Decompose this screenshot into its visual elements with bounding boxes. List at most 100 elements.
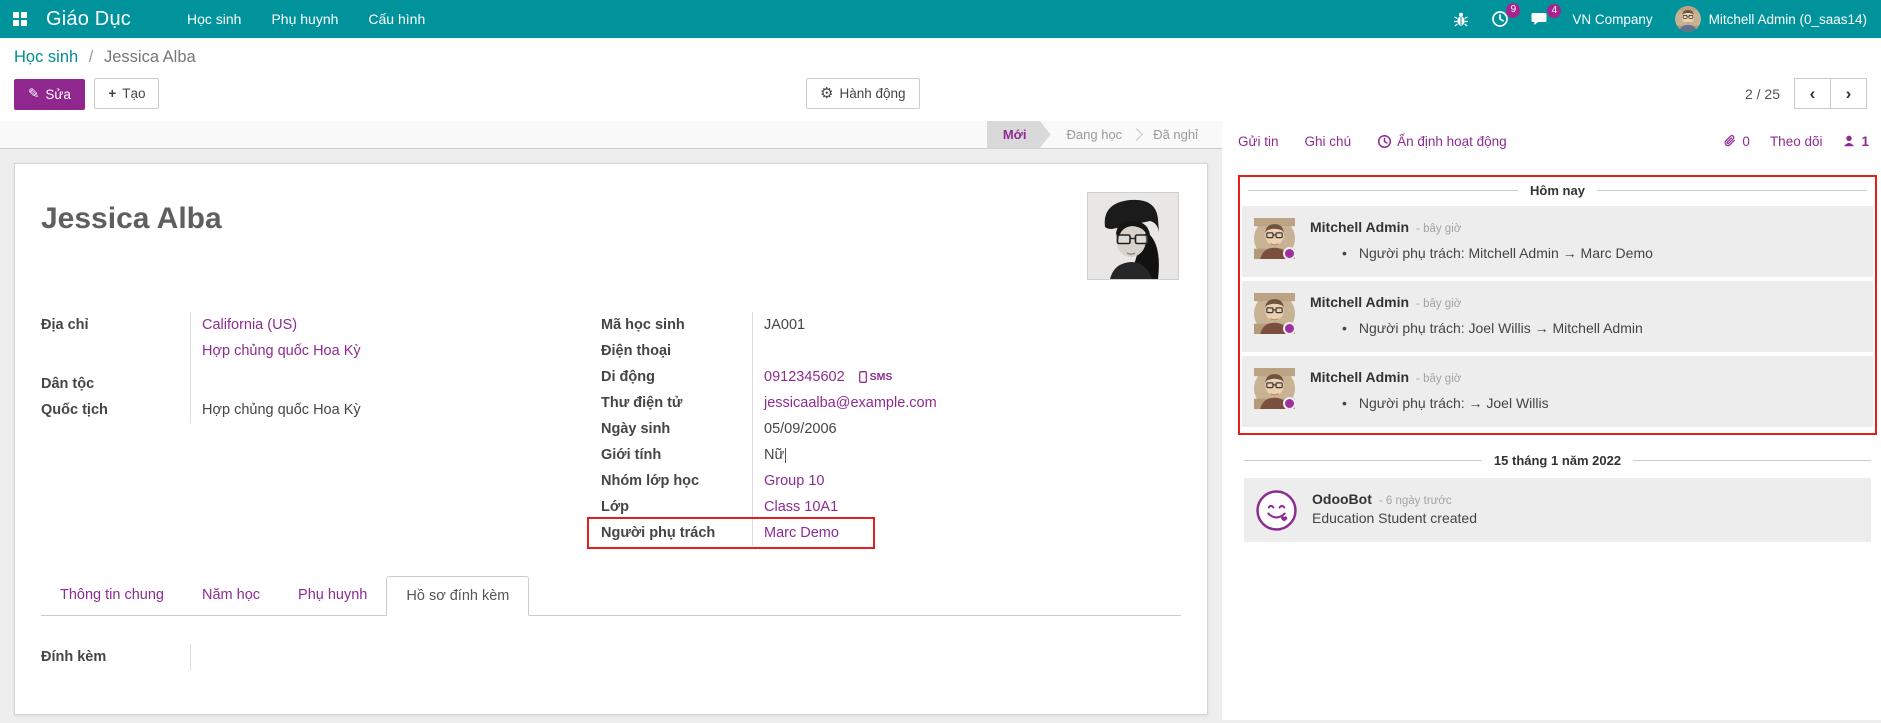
breadcrumb-parent[interactable]: Học sinh — [14, 48, 79, 66]
button-row: ✎ Sửa + Tạo ⚙ Hành động 2 / 25 ‹ › — [14, 78, 1867, 110]
chatter-toolbar: Gửi tin Ghi chú Ấn định hoạt động 0 Theo… — [1238, 127, 1877, 155]
field-label: Mã học sinh — [601, 312, 753, 338]
pencil-icon: ✎ — [28, 86, 40, 101]
menu-students[interactable]: Học sinh — [186, 11, 242, 27]
gear-icon: ⚙ — [820, 85, 834, 102]
pager-next-button[interactable]: › — [1830, 78, 1867, 109]
menu-config[interactable]: Cấu hình — [368, 11, 426, 27]
company-switcher[interactable]: VN Company — [1572, 11, 1653, 27]
field-label: Nhóm lớp học — [601, 468, 753, 494]
apps-grid-icon[interactable] — [12, 11, 46, 27]
attachment-value[interactable] — [191, 644, 1181, 670]
ethnicity-value — [191, 371, 601, 397]
message-body: Người phụ trách: Joel Willis → Mitchell … — [1342, 320, 1859, 336]
form-sheet: Jessica Alba — [14, 163, 1208, 715]
tab-school-year[interactable]: Năm học — [202, 587, 261, 603]
field-label: Giới tính — [601, 442, 753, 468]
action-menu-button[interactable]: ⚙ Hành động — [806, 78, 920, 109]
address-state-link[interactable]: California (US) — [202, 317, 298, 333]
debug-bug-icon[interactable] — [1453, 11, 1469, 28]
today-divider: Hôm nay — [1248, 183, 1867, 198]
message[interactable]: OdooBot - 6 ngày trước Education Student… — [1244, 478, 1871, 542]
main-area: Mới Đang học Đã nghỉ Jessica Alba — [0, 121, 1881, 720]
online-status-dot — [1283, 397, 1296, 410]
field-label: Di động — [601, 364, 753, 390]
tab-general-info[interactable]: Thông tin chung — [60, 587, 164, 603]
navbar-right: 9 4 VN Company Mitchell Admin (0_saas14) — [1453, 3, 1867, 32]
online-status-dot — [1283, 322, 1296, 335]
messages-icon[interactable]: 4 — [1531, 3, 1562, 28]
avatar — [1254, 368, 1296, 410]
attachments-button[interactable]: 0 — [1723, 134, 1750, 149]
class-link[interactable]: Class 10A1 — [764, 499, 839, 515]
message[interactable]: Mitchell Admin - bây giờ Người phụ trách… — [1242, 281, 1873, 352]
message[interactable]: Mitchell Admin - bây giờ Người phụ trách… — [1242, 206, 1873, 277]
field-label: Dân tộc — [41, 371, 191, 397]
stage-studying[interactable]: Đang học — [1066, 127, 1123, 142]
message[interactable]: Mitchell Admin - bây giờ Người phụ trách… — [1242, 356, 1873, 427]
message-body: Người phụ trách: Mitchell Admin → Marc D… — [1342, 245, 1859, 261]
message-author[interactable]: OdooBot — [1312, 491, 1372, 507]
odoobot-avatar — [1256, 490, 1297, 531]
attachments-tab-pane: Đính kèm — [41, 616, 1181, 670]
field-label: Quốc tịch — [41, 397, 191, 423]
log-note-button[interactable]: Ghi chú — [1304, 133, 1352, 149]
message-author[interactable]: Mitchell Admin — [1310, 294, 1410, 310]
create-button[interactable]: + Tạo — [94, 78, 160, 109]
followers-button[interactable]: 1 — [1842, 134, 1869, 149]
message-author[interactable]: Mitchell Admin — [1310, 219, 1410, 235]
message-body: Người phụ trách: → Joel Willis — [1342, 395, 1859, 411]
class-group-link[interactable]: Group 10 — [764, 473, 825, 489]
tab-attachments[interactable]: Hồ sơ đính kèm — [386, 576, 530, 616]
edit-button[interactable]: ✎ Sửa — [14, 78, 85, 110]
followers-icon — [1844, 135, 1855, 147]
activity-clock-icon[interactable]: 9 — [1491, 3, 1521, 28]
follow-button[interactable]: Theo dõi — [1769, 133, 1823, 149]
plus-icon: + — [108, 86, 117, 101]
send-message-button[interactable]: Gửi tin — [1238, 133, 1279, 149]
date-divider: 15 tháng 1 năm 2022 — [1244, 453, 1871, 468]
form-region: Mới Đang học Đã nghỉ Jessica Alba — [0, 121, 1222, 720]
student-code-value: JA001 — [764, 317, 806, 333]
menu-parents[interactable]: Phụ huynh — [271, 11, 339, 27]
main-menu: Học sinh Phụ huynh Cấu hình — [187, 7, 425, 31]
text-caret — [785, 447, 787, 463]
student-photo[interactable] — [1087, 192, 1179, 280]
app-brand[interactable]: Giáo Dục — [46, 7, 131, 30]
top-navbar: Giáo Dục Học sinh Phụ huynh Cấu hình 9 4… — [0, 0, 1881, 38]
sheet-wrapper: Jessica Alba — [0, 149, 1222, 720]
breadcrumb-current: Jessica Alba — [103, 48, 196, 66]
online-status-dot — [1283, 247, 1296, 260]
tab-parents[interactable]: Phụ huynh — [298, 587, 368, 603]
user-menu[interactable]: Mitchell Admin (0_saas14) — [1674, 6, 1867, 32]
mobile-link[interactable]: 0912345602 — [764, 369, 845, 385]
field-label: Đính kèm — [41, 644, 191, 670]
stage-new[interactable]: Mới — [987, 121, 1051, 149]
user-avatar — [1674, 6, 1701, 32]
control-panel: Học sinh / Jessica Alba ✎ Sửa + Tạo ⚙ Hà… — [0, 38, 1881, 121]
breadcrumb: Học sinh / Jessica Alba — [14, 48, 1867, 67]
chevron-right-icon: › — [1845, 83, 1852, 103]
field-group-right: Mã học sinh JA001 Điện thoại Di động 091… — [587, 312, 1053, 549]
address-country-link[interactable]: Hợp chủng quốc Hoa Kỳ — [202, 343, 361, 359]
sms-phone-icon — [858, 371, 867, 383]
field-label-empty — [41, 338, 191, 364]
field-label: Ngày sinh — [601, 416, 753, 442]
pager-previous-button[interactable]: ‹ — [1794, 78, 1831, 109]
paperclip-icon — [1724, 134, 1736, 146]
message-time: - bây giờ — [1416, 373, 1462, 385]
nationality-value: Hợp chủng quốc Hoa Kỳ — [202, 402, 361, 418]
field-label: Người phụ trách — [601, 520, 753, 546]
responsible-link[interactable]: Marc Demo — [764, 525, 839, 541]
statusbar: Mới Đang học Đã nghỉ — [0, 121, 1222, 149]
user-name: Mitchell Admin (0_saas14) — [1708, 11, 1867, 27]
stage-left[interactable]: Đã nghỉ — [1153, 127, 1198, 142]
clock-icon — [1378, 134, 1392, 148]
record-pager: 2 / 25 ‹ › — [1745, 78, 1867, 109]
notebook-tabs: Thông tin chung Năm học Phụ huynh Hồ sơ … — [41, 576, 1181, 616]
message-author[interactable]: Mitchell Admin — [1310, 369, 1410, 385]
avatar — [1254, 218, 1296, 260]
email-link[interactable]: jessicaalba@example.com — [764, 395, 937, 411]
send-sms-button[interactable]: SMS — [858, 371, 892, 383]
schedule-activity-button[interactable]: Ấn định hoạt động — [1377, 134, 1507, 149]
